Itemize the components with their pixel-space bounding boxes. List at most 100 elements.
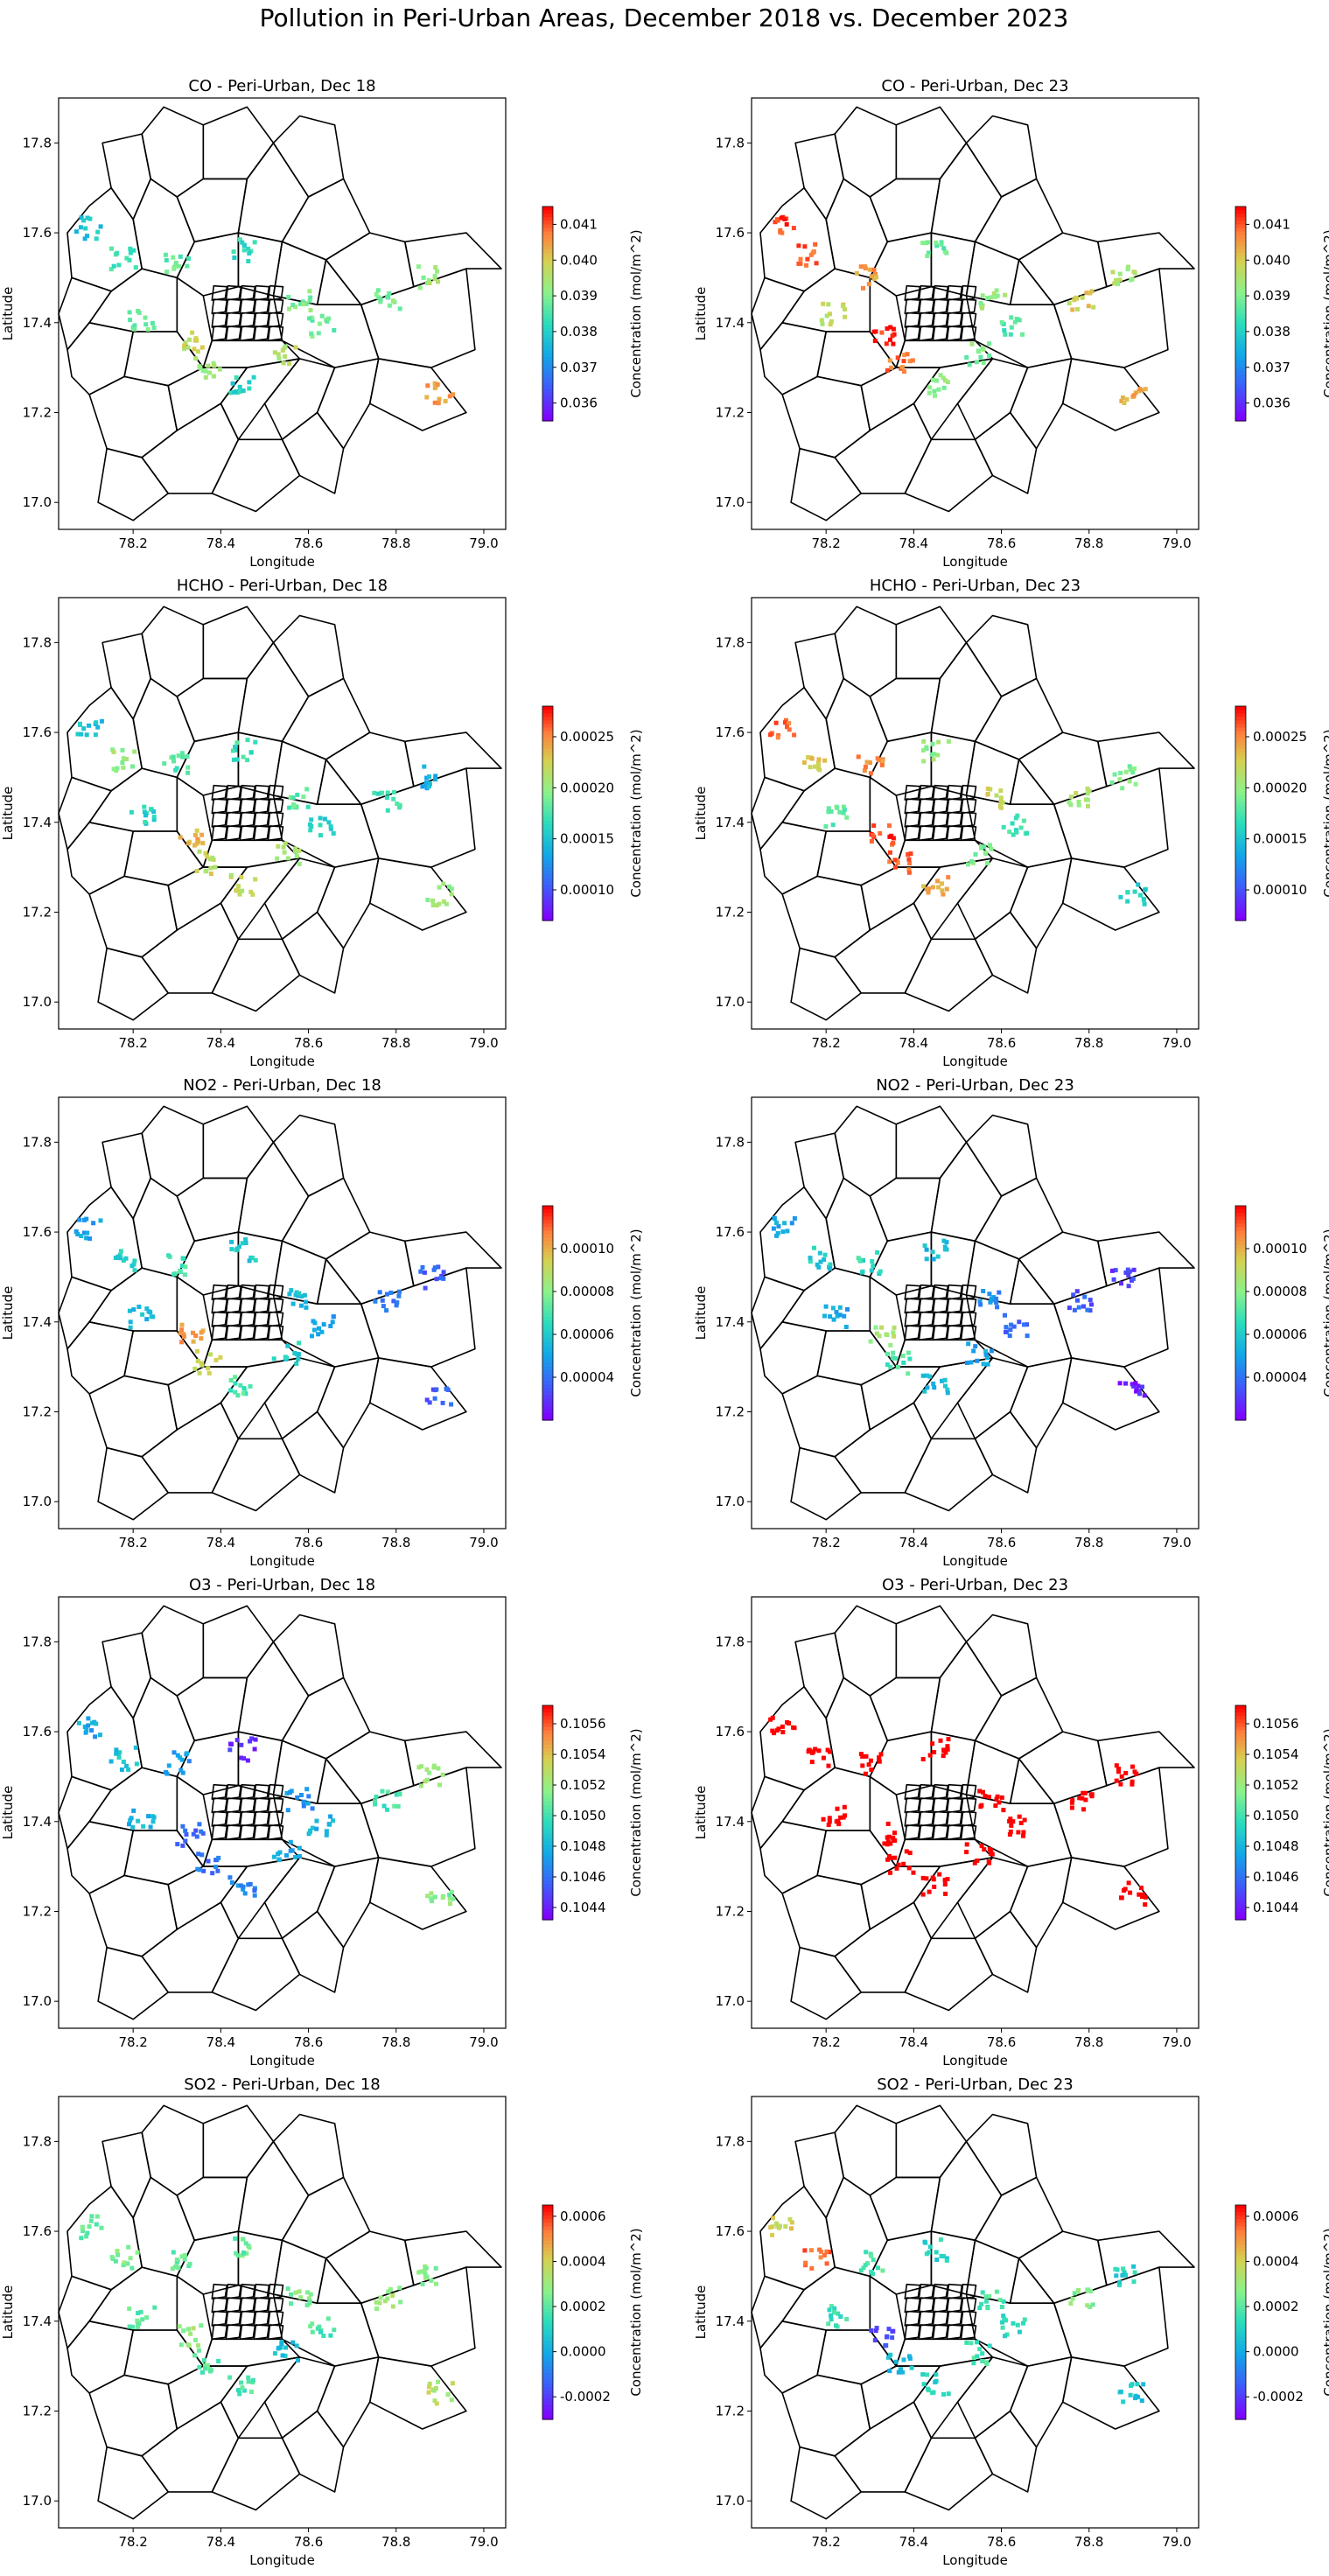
- district-outline: [167, 2365, 248, 2430]
- data-point: [1082, 1294, 1088, 1299]
- data-point: [191, 1831, 196, 1837]
- data-point: [82, 1230, 87, 1236]
- district-outline: [253, 2297, 270, 2314]
- data-point: [433, 265, 438, 270]
- x-tick-label: 78.2: [118, 2534, 147, 2550]
- colorbar-band: [542, 1866, 553, 1871]
- colorbar-band: [1235, 849, 1246, 854]
- data-point: [780, 1724, 785, 1729]
- data-point: [792, 1726, 797, 1731]
- colorbar-band: [1235, 1891, 1246, 1896]
- colorbar-band: [1235, 2344, 1246, 2348]
- data-point: [869, 2328, 874, 2333]
- data-point: [127, 257, 132, 262]
- axes-frame: [58, 1596, 507, 2029]
- district-outline: [1009, 858, 1073, 949]
- data-point: [884, 1332, 889, 1337]
- district-outline: [895, 106, 968, 180]
- data-point: [1118, 1782, 1123, 1787]
- colorbar-band: [1235, 2262, 1246, 2267]
- colorbar-band: [1235, 256, 1246, 261]
- data-point: [777, 2223, 782, 2229]
- district-outline: [794, 133, 845, 220]
- colorbar-band: [1235, 217, 1246, 221]
- colorbar-band: [542, 1409, 553, 1414]
- data-point: [277, 1857, 282, 1862]
- district-outline: [790, 447, 863, 522]
- district-outline: [781, 375, 871, 458]
- data-point: [273, 2351, 277, 2356]
- colorbar-band: [542, 1377, 553, 1382]
- colorbar-band: [542, 2222, 553, 2228]
- data-point: [299, 1294, 304, 1298]
- colorbar-band: [1235, 2248, 1246, 2252]
- district-outline: [932, 784, 949, 801]
- district-outline: [960, 284, 977, 301]
- data-point: [871, 267, 877, 272]
- data-point: [1111, 1277, 1116, 1282]
- data-point: [888, 1342, 893, 1348]
- colorbar-band: [1235, 1766, 1246, 1771]
- data-point: [945, 1387, 950, 1392]
- colorbar-band: [1235, 906, 1246, 911]
- district-outline: [225, 326, 242, 342]
- colorbar-band: [542, 245, 553, 250]
- data-point: [77, 1217, 82, 1222]
- data-points: [73, 1216, 454, 1407]
- colorbar-band: [542, 745, 553, 750]
- data-point: [248, 1881, 253, 1886]
- x-tick-label: 78.6: [294, 1535, 323, 1550]
- data-point: [291, 803, 297, 808]
- data-point: [941, 375, 946, 381]
- colorbar-band: [542, 788, 553, 793]
- colorbar-band: [1235, 1834, 1246, 1838]
- district-outline: [101, 133, 151, 220]
- district-outline: [267, 784, 284, 801]
- y-tick-label: 17.6: [716, 724, 745, 740]
- data-point: [1010, 821, 1015, 826]
- data-point: [1025, 1322, 1030, 1327]
- district-outline: [132, 178, 196, 279]
- data-point: [449, 2398, 454, 2403]
- data-point: [993, 1803, 998, 1809]
- data-point: [983, 2294, 989, 2300]
- colorbar-label: Concentration (mol/m^2): [628, 729, 644, 897]
- data-point: [770, 1728, 775, 1733]
- colorbar-band: [1235, 878, 1246, 882]
- colorbar-band: [1235, 1733, 1246, 1739]
- colorbar-band: [1235, 745, 1246, 750]
- colorbar-band: [1235, 741, 1246, 746]
- data-point: [1112, 281, 1117, 286]
- colorbar-band: [542, 1841, 553, 1845]
- data-point: [946, 2391, 951, 2397]
- colorbar-band: [542, 402, 553, 408]
- data-point: [985, 786, 990, 791]
- x-tick-label: 78.4: [899, 2034, 928, 2050]
- colorbar-band: [542, 399, 553, 404]
- y-tick-label: 17.6: [23, 225, 52, 241]
- colorbar-band: [1235, 2283, 1246, 2288]
- x-tick-label: 79.0: [469, 1035, 498, 1051]
- district-outline: [267, 1824, 284, 1841]
- data-point: [874, 275, 878, 280]
- y-tick-label: 17.0: [23, 494, 52, 510]
- data-point: [179, 1340, 185, 1345]
- district-outline: [123, 1830, 205, 1886]
- x-tick-label: 78.8: [381, 536, 410, 551]
- district-outline: [946, 811, 963, 828]
- colorbar-band: [542, 2358, 553, 2363]
- colorbar-band: [1235, 2308, 1246, 2314]
- data-point: [816, 757, 822, 762]
- data-point: [975, 1858, 980, 1863]
- data-point: [885, 1857, 891, 1862]
- data-point: [308, 308, 313, 312]
- data-point: [124, 1763, 129, 1768]
- y-tick-label: 17.6: [23, 1724, 52, 1740]
- colorbar-band: [542, 784, 553, 789]
- y-tick-label: 17.6: [716, 1724, 745, 1740]
- data-point: [436, 1766, 441, 1771]
- colorbar-band: [542, 320, 553, 326]
- data-point: [874, 1331, 879, 1336]
